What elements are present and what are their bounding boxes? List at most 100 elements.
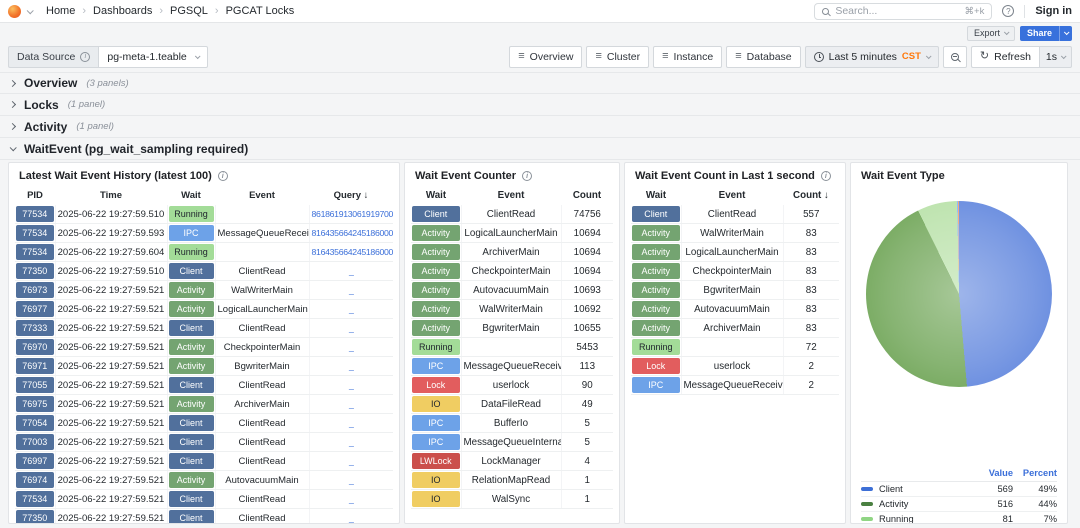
- help-icon[interactable]: [1002, 5, 1015, 17]
- query-link[interactable]: _: [348, 379, 354, 390]
- section-row-activity[interactable]: Activity (1 panel): [0, 116, 1080, 138]
- search-input[interactable]: Search... ⌘+k: [814, 2, 993, 20]
- logo-chevron-down-icon[interactable]: [26, 6, 34, 14]
- wait-type-badge: Client: [168, 453, 214, 469]
- pid-cell: 77350: [15, 261, 56, 281]
- column-header-query[interactable]: Query ↓: [333, 190, 369, 201]
- column-header-event[interactable]: Event: [497, 190, 525, 201]
- share-label[interactable]: Share: [1019, 25, 1059, 41]
- table-row: Activity LogicalLauncherMain 83: [631, 242, 839, 262]
- datasource-select[interactable]: pg-meta-1.teable: [98, 45, 208, 68]
- table-row: Activity CheckpointerMain 83: [631, 261, 839, 281]
- table-row: 77534 2025-06-22 19:27:59.510 Running 86186…: [15, 205, 393, 224]
- query-link[interactable]: 8164356642451860000: [311, 246, 394, 257]
- sign-in-button[interactable]: Sign in: [1035, 5, 1072, 17]
- breadcrumb-item[interactable]: PGSQL: [170, 5, 208, 17]
- breadcrumb-item[interactable]: Home: [46, 5, 76, 17]
- refresh-interval-value: 1s: [1045, 50, 1057, 63]
- query-link[interactable]: _: [348, 265, 354, 276]
- list-icon: ≡: [735, 50, 742, 62]
- query-link[interactable]: _: [348, 493, 354, 504]
- wait-event-last1s-table: Wait Event Count ↓ Client ClientRead 557 Acti…: [631, 187, 839, 395]
- column-header-wait[interactable]: Wait: [645, 190, 667, 201]
- refresh-button[interactable]: Refresh: [970, 45, 1039, 68]
- dashboard-link-overview[interactable]: ≡ Overview: [509, 45, 583, 68]
- time-range-picker[interactable]: Last 5 minutes CST: [804, 45, 939, 68]
- query-link[interactable]: _: [348, 474, 354, 485]
- section-row-waitevent[interactable]: WaitEvent (pg_wait_sampling required): [0, 138, 1080, 160]
- wait-type-badge: Activity: [168, 472, 214, 488]
- count-cell: 5: [561, 432, 613, 452]
- query-link[interactable]: _: [348, 398, 354, 409]
- count-cell: 83: [783, 318, 839, 338]
- query-link[interactable]: _: [348, 303, 354, 314]
- query-link[interactable]: _: [348, 284, 354, 295]
- query-link[interactable]: 8618619130619197000: [311, 208, 394, 219]
- wait-cell: Activity: [411, 242, 462, 262]
- share-button[interactable]: Share: [1019, 25, 1072, 41]
- panel-title[interactable]: Wait Event Counter: [405, 163, 619, 187]
- count-cell: 2: [783, 375, 839, 395]
- query-cell: _: [309, 470, 393, 490]
- query-link[interactable]: 8164356642451860000: [311, 227, 394, 238]
- column-header-event[interactable]: Event: [249, 190, 275, 201]
- legend-column-value[interactable]: Value: [988, 468, 1013, 478]
- share-menu-button[interactable]: [1059, 25, 1072, 41]
- query-link[interactable]: _: [348, 512, 354, 523]
- refresh-interval-select[interactable]: 1s: [1038, 45, 1072, 68]
- column-header-wait[interactable]: Wait: [181, 190, 201, 201]
- legend-label[interactable]: Activity: [879, 499, 909, 509]
- event-cell: [215, 205, 310, 224]
- query-link[interactable]: _: [348, 360, 354, 371]
- legend-row: Activity 516 44%: [861, 497, 1057, 512]
- time-cell: 2025-06-22 19:27:59.604: [55, 242, 168, 262]
- info-icon[interactable]: [80, 51, 91, 62]
- column-header-count[interactable]: Count ↓: [793, 190, 829, 201]
- panel-title[interactable]: Wait Event Type: [851, 163, 1067, 187]
- table-row: 76971 2025-06-22 19:27:59.521 Activity Bgwr…: [15, 356, 393, 376]
- wait-type-badge: 76997: [16, 453, 54, 469]
- table-row: 76970 2025-06-22 19:27:59.521 Activity Chec…: [15, 337, 393, 357]
- legend-label[interactable]: Running: [879, 514, 914, 524]
- legend-label[interactable]: Client: [879, 484, 903, 494]
- table-row: IO DataFileRead 49: [411, 394, 613, 414]
- panel-title[interactable]: Wait Event Count in Last 1 second: [625, 163, 845, 187]
- column-header-pid[interactable]: PID: [27, 190, 43, 201]
- grafana-logo-icon[interactable]: [8, 4, 21, 18]
- zoom-out-time-button[interactable]: [942, 45, 967, 68]
- column-header-count[interactable]: Count: [572, 190, 602, 201]
- breadcrumb-item[interactable]: PGCAT Locks: [225, 5, 295, 17]
- panel-latest-wait-event-history: Latest Wait Event History (latest 100) P…: [8, 162, 400, 524]
- breadcrumb-item[interactable]: Dashboards: [93, 5, 153, 17]
- section-row-locks[interactable]: Locks (1 panel): [0, 94, 1080, 116]
- wait-type-badge: Running: [632, 339, 680, 355]
- panel-title[interactable]: Latest Wait Event History (latest 100): [9, 163, 399, 187]
- datasource-label-text: Data Source: [17, 50, 76, 63]
- query-link[interactable]: _: [348, 455, 354, 466]
- query-link[interactable]: _: [348, 436, 354, 447]
- info-icon[interactable]: [522, 171, 533, 181]
- info-icon[interactable]: [820, 171, 831, 181]
- section-title: Activity: [24, 119, 68, 134]
- count-cell: 10655: [561, 318, 613, 338]
- info-icon[interactable]: [217, 171, 228, 181]
- query-link[interactable]: _: [348, 341, 354, 352]
- wait-event-type-pie-chart[interactable]: [866, 201, 1052, 387]
- query-link[interactable]: _: [348, 417, 354, 428]
- column-header-wait[interactable]: Wait: [425, 190, 447, 201]
- column-header-event[interactable]: Event: [718, 190, 746, 201]
- query-cell: _: [309, 489, 393, 509]
- legend-column-percent[interactable]: Percent: [1022, 468, 1057, 478]
- pid-cell: 77333: [15, 318, 56, 338]
- datasource-label: Data Source: [8, 45, 99, 68]
- wait-cell: Activity: [631, 318, 682, 338]
- refresh-icon: [980, 51, 989, 62]
- dashboard-link-instance[interactable]: ≡ Instance: [653, 45, 723, 68]
- export-button[interactable]: Export: [966, 25, 1015, 41]
- query-link[interactable]: _: [348, 322, 354, 333]
- dashboard-link-database[interactable]: ≡ Database: [726, 45, 801, 68]
- column-header-time[interactable]: Time: [99, 190, 122, 201]
- time-cell: 2025-06-22 19:27:59.510: [55, 261, 168, 281]
- dashboard-link-cluster[interactable]: ≡ Cluster: [586, 45, 650, 68]
- section-row-overview[interactable]: Overview (3 panels): [0, 72, 1080, 94]
